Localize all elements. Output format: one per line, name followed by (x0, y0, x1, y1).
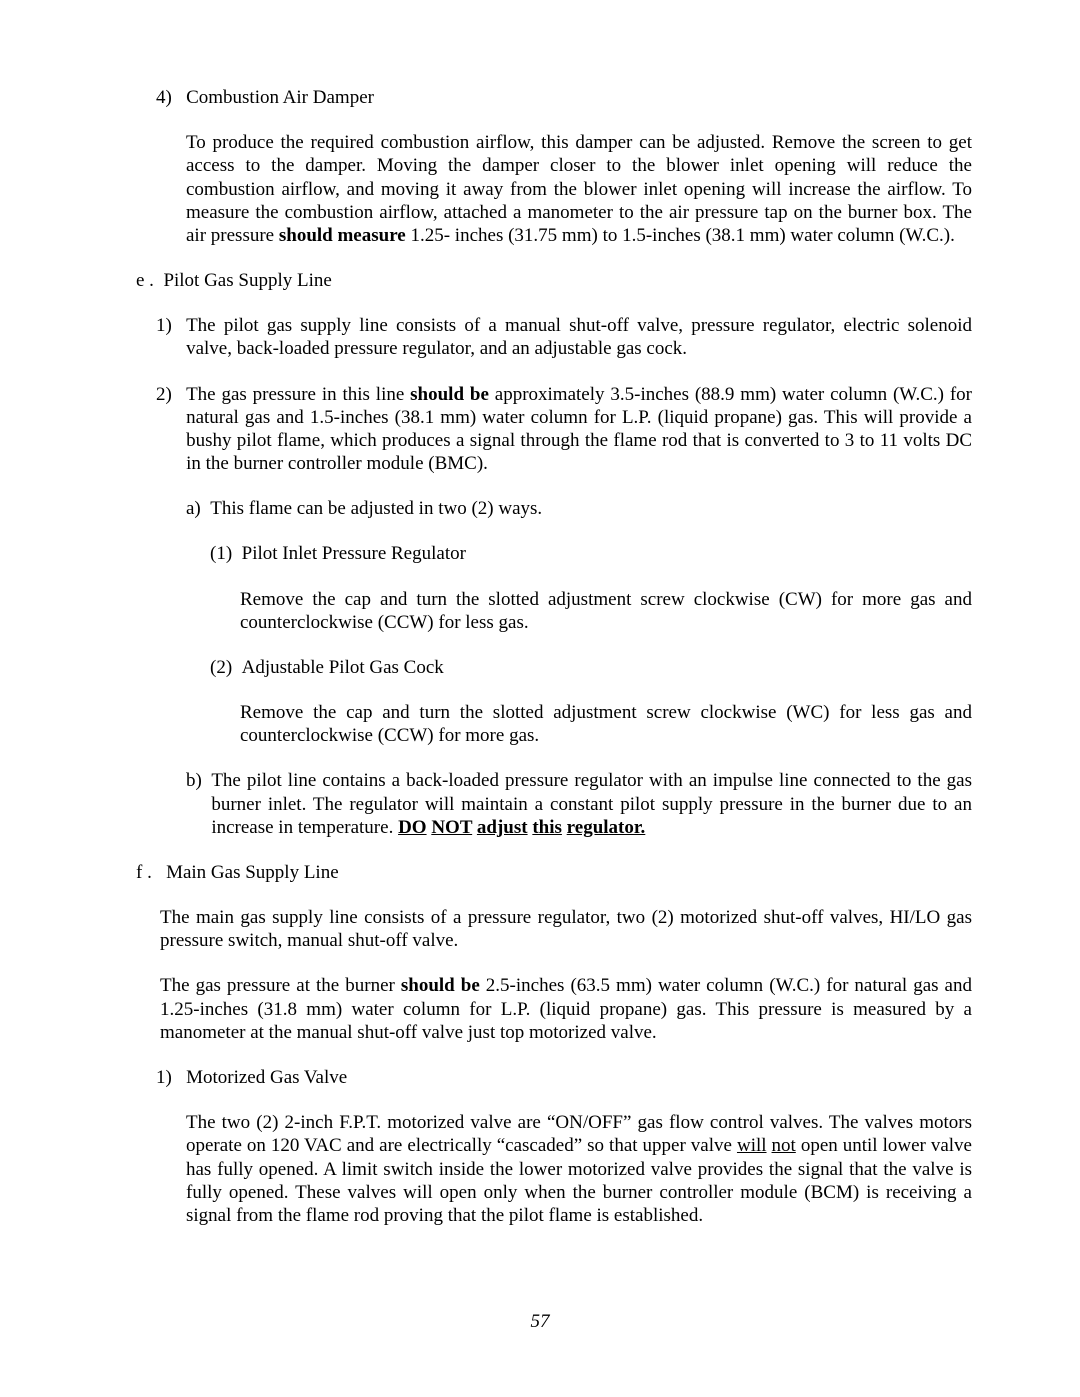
page-number: 57 (0, 1310, 1080, 1333)
e-sub-a: a) This flame can be adjusted in two (2)… (186, 497, 972, 520)
e-a-2-header: (2) Adjustable Pilot Gas Cock (210, 656, 972, 679)
f-para-2: The gas pressure at the burner should be… (160, 974, 972, 1044)
f-item-1-title: Motorized Gas Valve (186, 1066, 347, 1089)
e-item-1-body: The pilot gas supply line consists of a … (186, 314, 972, 360)
section-e-header: e . Pilot Gas Supply Line (136, 269, 972, 292)
section-e-title: Pilot Gas Supply Line (163, 269, 331, 292)
e-sub-a-body: This flame can be adjusted in two (2) wa… (210, 497, 542, 520)
item-4-title: Combustion Air Damper (186, 86, 374, 109)
e-sub-a-marker: a) (186, 497, 201, 520)
e-a-1-marker: (1) (210, 542, 232, 565)
section-f-marker: f . (136, 861, 152, 884)
item-4-body: To produce the required combustion airfl… (186, 131, 972, 247)
f-para-1: The main gas supply line consists of a p… (160, 906, 972, 952)
e-a-2-marker: (2) (210, 656, 232, 679)
item-4-marker: 4) (156, 86, 172, 109)
f-item-1-marker: 1) (156, 1066, 172, 1089)
page-content: 4) Combustion Air Damper To produce the … (108, 86, 972, 1227)
e-a-2-body: Remove the cap and turn the slotted adju… (240, 701, 972, 747)
e-item-1: 1) The pilot gas supply line consists of… (156, 314, 972, 360)
e-sub-b: b) The pilot line contains a back-loaded… (186, 769, 972, 839)
f-item-1-body: The two (2) 2-inch F.P.T. motorized valv… (186, 1111, 972, 1227)
section-e-marker: e . (136, 269, 154, 292)
e-item-2-marker: 2) (156, 383, 172, 406)
e-sub-b-body: The pilot line contains a back-loaded pr… (211, 769, 972, 839)
e-item-1-marker: 1) (156, 314, 172, 337)
e-a-2-title: Adjustable Pilot Gas Cock (242, 656, 444, 679)
section-f-header: f . Main Gas Supply Line (136, 861, 972, 884)
f-item-1-header: 1) Motorized Gas Valve (156, 1066, 972, 1089)
section-f-title: Main Gas Supply Line (166, 861, 339, 884)
e-a-1-body: Remove the cap and turn the slotted adju… (240, 588, 972, 634)
e-sub-b-marker: b) (186, 769, 202, 792)
e-a-1-title: Pilot Inlet Pressure Regulator (242, 542, 466, 565)
e-item-2: 2) The gas pressure in this line should … (156, 383, 972, 476)
e-a-1-header: (1) Pilot Inlet Pressure Regulator (210, 542, 972, 565)
e-item-2-body: The gas pressure in this line should be … (186, 383, 972, 476)
item-4-header: 4) Combustion Air Damper (156, 86, 972, 109)
document-page: 4) Combustion Air Damper To produce the … (0, 0, 1080, 1397)
